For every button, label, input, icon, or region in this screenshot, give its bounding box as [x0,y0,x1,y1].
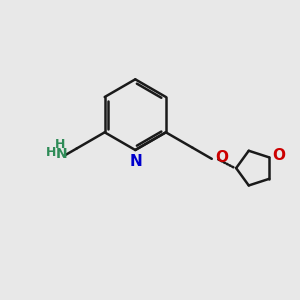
Text: O: O [215,150,228,165]
Text: O: O [272,148,285,164]
Text: H: H [45,146,56,159]
Text: H: H [55,138,65,151]
Text: N: N [56,147,67,161]
Text: N: N [130,154,142,169]
